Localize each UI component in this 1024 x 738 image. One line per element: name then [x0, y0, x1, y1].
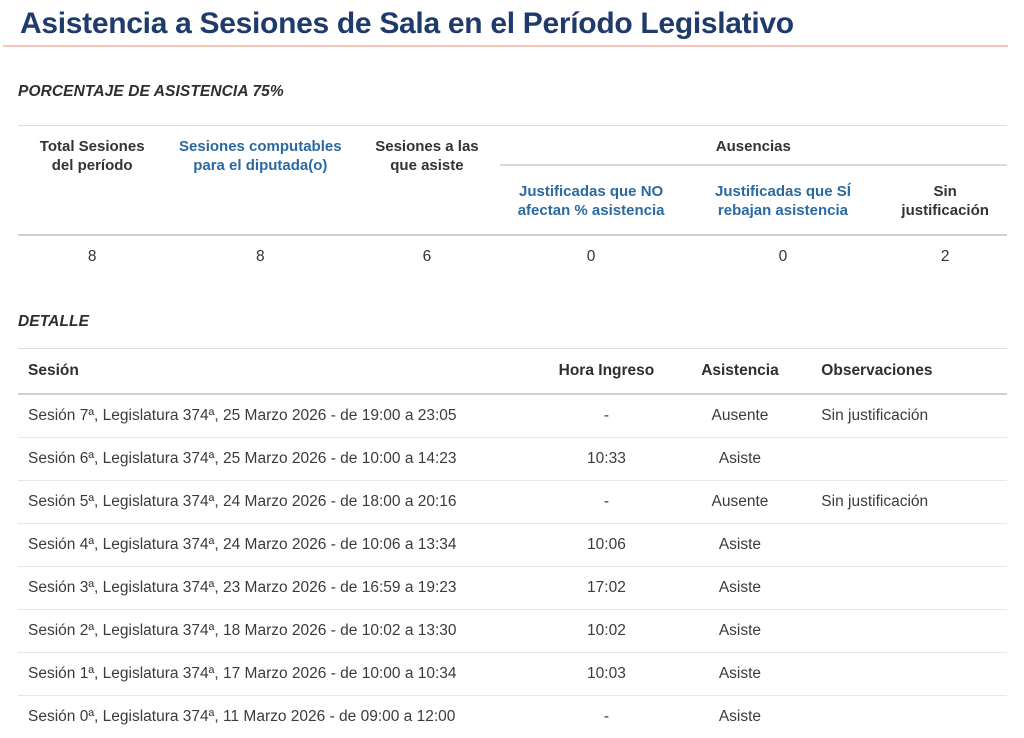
sesiones-computables-link[interactable]: Sesiones computables para el diputada(o) — [166, 137, 354, 175]
session-name: Sesión 2ª, Legislatura 374ª, 18 Marzo 20… — [18, 610, 532, 653]
session-attendance: Asiste — [681, 524, 800, 567]
session-name: Sesión 0ª, Legislatura 374ª, 11 Marzo 20… — [18, 696, 532, 738]
session-entry-time: 10:02 — [532, 610, 680, 653]
table-row: Sesión 6ª, Legislatura 374ª, 25 Marzo 20… — [18, 438, 1007, 481]
session-entry-time: - — [532, 394, 680, 438]
session-attendance: Asiste — [681, 438, 800, 481]
session-entry-time: 10:33 — [532, 438, 680, 481]
value-justificadas-si: 0 — [683, 235, 884, 287]
value-sesiones-asiste: 6 — [354, 235, 499, 287]
session-observations — [799, 610, 1007, 653]
session-attendance: Asiste — [681, 696, 800, 738]
session-entry-time: 10:03 — [532, 653, 680, 696]
summary-header-sesiones-computables: Sesiones computables para el diputada(o) — [166, 126, 354, 236]
value-sin-justificacion: 2 — [883, 235, 1007, 287]
session-entry-time: 17:02 — [532, 567, 680, 610]
session-entry-time: - — [532, 481, 680, 524]
session-observations — [799, 524, 1007, 567]
page-title: Asistencia a Sesiones de Sala en el Perí… — [20, 7, 1007, 41]
attendance-page: Asistencia a Sesiones de Sala en el Perí… — [0, 7, 1024, 738]
summary-header-sesiones-asiste: Sesiones a las que asiste — [354, 126, 499, 236]
session-name: Sesión 4ª, Legislatura 374ª, 24 Marzo 20… — [18, 524, 532, 567]
session-observations — [799, 567, 1007, 610]
justificadas-si-link[interactable]: Justificadas que SÍ rebajan asistencia — [698, 182, 868, 220]
table-row: Sesión 2ª, Legislatura 374ª, 18 Marzo 20… — [18, 610, 1007, 653]
table-row: Sesión 0ª, Legislatura 374ª, 11 Marzo 20… — [18, 696, 1007, 738]
value-justificadas-no: 0 — [500, 235, 683, 287]
summary-subheader-justificadas-si: Justificadas que SÍ rebajan asistencia — [683, 165, 884, 235]
summary-header-ausencias-group: Ausencias — [500, 126, 1007, 166]
value-sesiones-computables: 8 — [166, 235, 354, 287]
session-observations — [799, 696, 1007, 738]
table-row: Sesión 5ª, Legislatura 374ª, 24 Marzo 20… — [18, 481, 1007, 524]
session-name: Sesión 5ª, Legislatura 374ª, 24 Marzo 20… — [18, 481, 532, 524]
attendance-percentage-heading: PORCENTAJE DE ASISTENCIA 75% — [18, 83, 1007, 101]
title-divider — [3, 45, 1008, 47]
session-observations — [799, 438, 1007, 481]
summary-subheader-justificadas-no: Justificadas que NO afectan % asistencia — [500, 165, 683, 235]
session-attendance: Asiste — [681, 610, 800, 653]
session-name: Sesión 7ª, Legislatura 374ª, 25 Marzo 20… — [18, 394, 532, 438]
detail-header-asistencia: Asistencia — [681, 349, 800, 395]
session-attendance: Ausente — [681, 394, 800, 438]
session-attendance: Asiste — [681, 653, 800, 696]
session-name: Sesión 1ª, Legislatura 374ª, 17 Marzo 20… — [18, 653, 532, 696]
session-observations: Sin justificación — [799, 481, 1007, 524]
table-row: Sesión 1ª, Legislatura 374ª, 17 Marzo 20… — [18, 653, 1007, 696]
session-name: Sesión 6ª, Legislatura 374ª, 25 Marzo 20… — [18, 438, 532, 481]
session-attendance: Asiste — [681, 567, 800, 610]
session-observations: Sin justificación — [799, 394, 1007, 438]
detail-header-observaciones: Observaciones — [799, 349, 1007, 395]
summary-values-row: 8 8 6 0 0 2 — [18, 235, 1007, 287]
summary-subheader-sin-justificacion: Sin justificación — [883, 165, 1007, 235]
justificadas-no-link[interactable]: Justificadas que NO afectan % asistencia — [500, 182, 683, 220]
session-name: Sesión 3ª, Legislatura 374ª, 23 Marzo 20… — [18, 567, 532, 610]
sessions-detail-table: Sesión Hora Ingreso Asistencia Observaci… — [18, 348, 1007, 738]
table-row: Sesión 4ª, Legislatura 374ª, 24 Marzo 20… — [18, 524, 1007, 567]
table-row: Sesión 3ª, Legislatura 374ª, 23 Marzo 20… — [18, 567, 1007, 610]
session-observations — [799, 653, 1007, 696]
session-entry-time: - — [532, 696, 680, 738]
summary-header-total-sesiones: Total Sesiones del período — [18, 126, 166, 236]
detail-header-sesion: Sesión — [18, 349, 532, 395]
value-total-sesiones: 8 — [18, 235, 166, 287]
table-row: Sesión 7ª, Legislatura 374ª, 25 Marzo 20… — [18, 394, 1007, 438]
attendance-summary-table: Total Sesiones del período Sesiones comp… — [18, 125, 1007, 287]
detail-header-row: Sesión Hora Ingreso Asistencia Observaci… — [18, 349, 1007, 395]
detail-heading: DETALLE — [18, 313, 1007, 331]
session-entry-time: 10:06 — [532, 524, 680, 567]
detail-header-hora-ingreso: Hora Ingreso — [532, 349, 680, 395]
session-attendance: Ausente — [681, 481, 800, 524]
